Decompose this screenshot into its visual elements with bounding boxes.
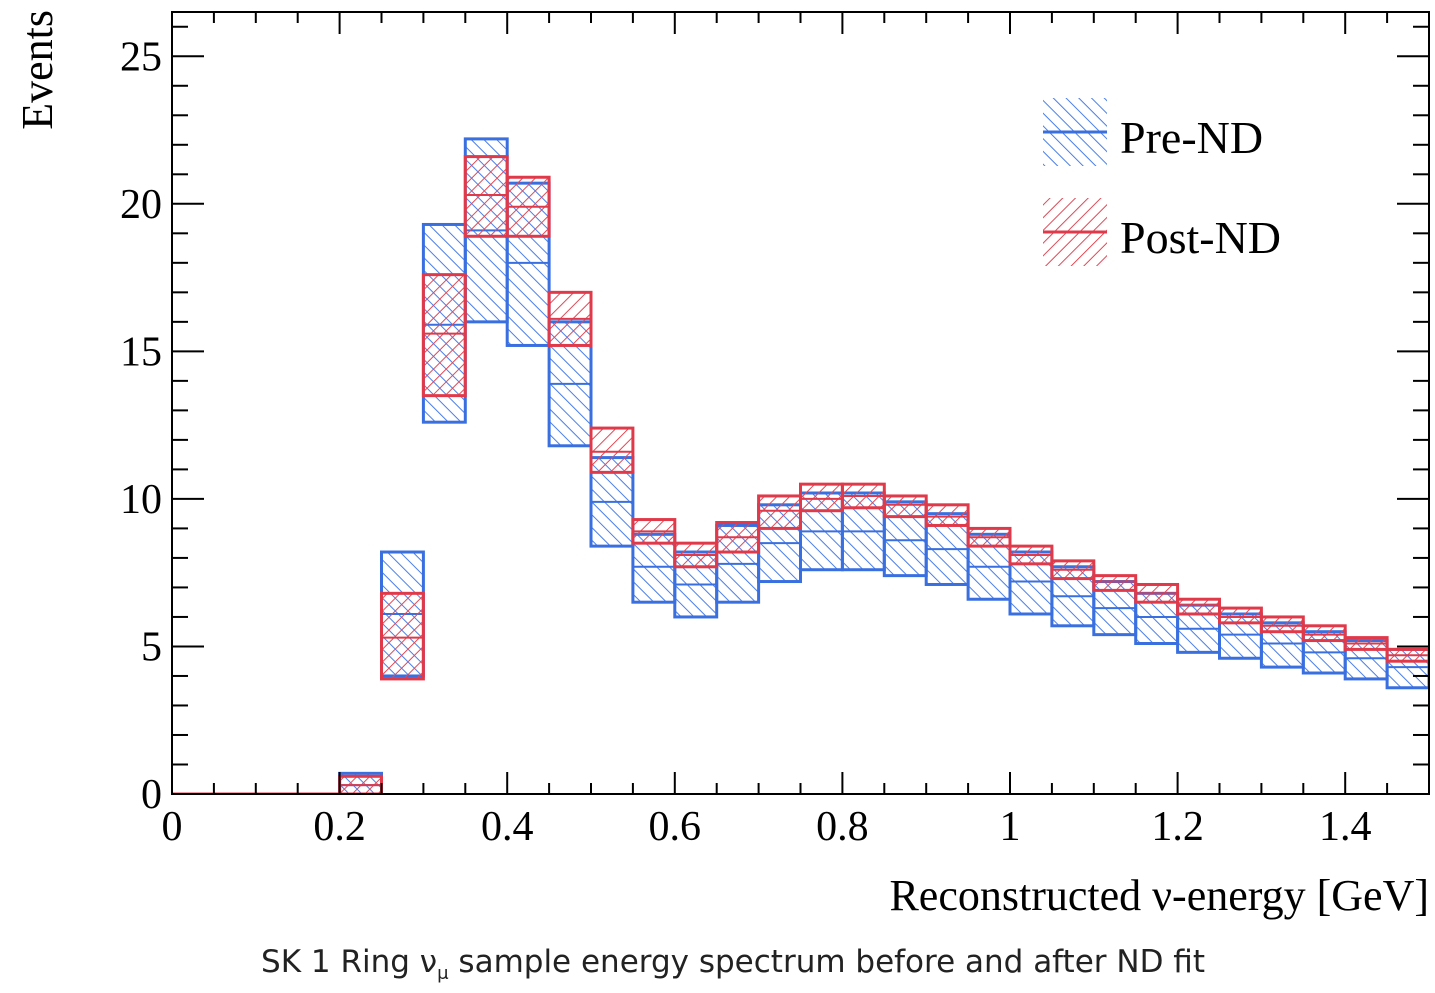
x-tick-label-4: 0.8 [816, 804, 869, 850]
caption-suffix: sample energy spectrum before and after … [448, 944, 1205, 980]
legend-entry-pre-nd: Pre-ND [1043, 98, 1263, 166]
bar-pre-nd-11 [631, 532, 677, 604]
bar-post-nd-17 [882, 494, 928, 519]
bar-post-nd-25 [1218, 606, 1263, 625]
x-tick-label-7: 1.4 [1319, 804, 1372, 850]
y-tick-label-3: 15 [120, 329, 162, 375]
x-tick-label-5: 1 [1000, 804, 1021, 850]
y-tick-label-4: 20 [120, 182, 162, 228]
legend-label-pre-nd: Pre-ND [1120, 112, 1263, 163]
series-post-nd [172, 155, 1429, 794]
y-tick-label-0: 0 [141, 772, 162, 818]
bar-post-nd-22 [1092, 574, 1138, 592]
bar-post-nd-26 [1259, 615, 1305, 634]
figure-caption: SK 1 Ring νμ sample energy spectrum befo… [0, 944, 1435, 984]
legend-entry-post-nd: Post-ND [1043, 198, 1281, 266]
bars-layer [172, 137, 1429, 794]
bar-post-nd-18 [924, 503, 970, 527]
histogram-chart: 0 0.2 0.4 0.6 0.8 1 1.2 1.4 0 5 10 15 20 25 Events Re… [13, 10, 1430, 920]
bar-post-nd-14 [757, 494, 802, 530]
bar-post-nd-6 [421, 273, 467, 398]
bar-post-nd-27 [1301, 624, 1347, 643]
bar-post-nd-7 [463, 155, 509, 238]
bar-post-nd-5 [380, 591, 425, 681]
bar-post-nd-15 [799, 482, 844, 513]
y-tick-label-2: 10 [120, 477, 162, 523]
tick-labels: 0 0.2 0.4 0.6 0.8 1 1.2 1.4 0 5 10 15 20 25 [120, 34, 1371, 850]
y-tick-label-1: 5 [141, 624, 162, 670]
x-tick-label-1: 0.2 [313, 804, 366, 850]
x-tick-label-0: 0 [162, 804, 183, 850]
x-tick-label-6: 1.2 [1151, 804, 1204, 850]
caption-prefix: SK 1 Ring ν [261, 944, 438, 980]
x-axis-label: Reconstructed ν-energy [GeV] [889, 871, 1429, 920]
legend: Pre-ND Post-ND [1043, 98, 1281, 266]
plot-frame [171, 11, 1430, 795]
legend-label-post-nd: Post-ND [1120, 212, 1281, 263]
bar-post-nd-24 [1176, 597, 1221, 616]
y-tick-label-5: 25 [120, 34, 162, 80]
caption-subscript: μ [437, 963, 449, 985]
x-tick-label-2: 0.4 [481, 804, 534, 850]
x-tick-label-3: 0.6 [649, 804, 702, 850]
bar-post-nd-10 [589, 426, 635, 474]
y-axis-label: Events [13, 10, 62, 130]
